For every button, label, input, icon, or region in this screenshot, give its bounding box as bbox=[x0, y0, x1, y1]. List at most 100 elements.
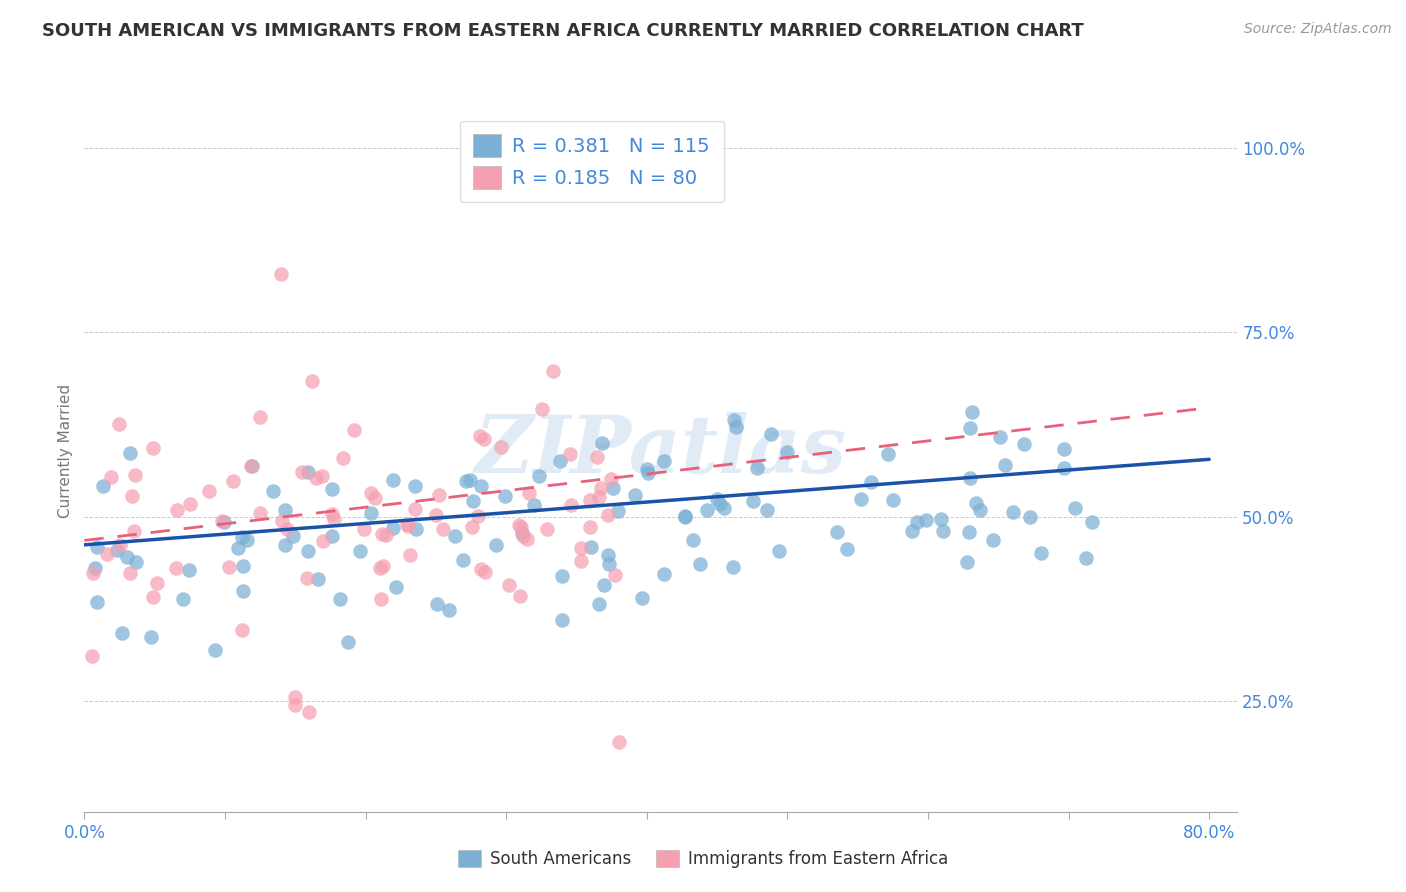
Point bbox=[82, 566, 104, 581]
Point bbox=[111, 626, 134, 640]
Point bbox=[270, 267, 292, 281]
Point bbox=[198, 484, 221, 499]
Point bbox=[432, 523, 454, 537]
Point bbox=[124, 467, 146, 482]
Point bbox=[96, 547, 118, 561]
Point bbox=[458, 473, 481, 487]
Point bbox=[118, 445, 141, 459]
Point bbox=[1081, 515, 1104, 529]
Point bbox=[121, 489, 143, 503]
Point bbox=[405, 522, 427, 536]
Point bbox=[696, 503, 718, 517]
Point bbox=[242, 459, 264, 474]
Point bbox=[673, 510, 696, 524]
Point bbox=[142, 590, 165, 604]
Legend: South Americans, Immigrants from Eastern Africa: South Americans, Immigrants from Eastern… bbox=[451, 843, 955, 875]
Point bbox=[607, 734, 630, 748]
Point bbox=[165, 561, 187, 575]
Point bbox=[603, 568, 626, 582]
Point bbox=[297, 465, 319, 479]
Point bbox=[108, 538, 131, 552]
Point bbox=[235, 533, 257, 547]
Point bbox=[211, 514, 233, 528]
Point bbox=[569, 541, 592, 555]
Point bbox=[1031, 546, 1053, 560]
Point bbox=[689, 557, 711, 571]
Point bbox=[301, 374, 323, 388]
Point bbox=[231, 530, 253, 544]
Point bbox=[591, 435, 613, 450]
Point bbox=[593, 578, 616, 592]
Point bbox=[709, 497, 731, 511]
Point bbox=[212, 516, 235, 530]
Point bbox=[468, 429, 491, 443]
Point bbox=[835, 541, 858, 556]
Point bbox=[249, 409, 271, 424]
Point bbox=[382, 521, 405, 535]
Point bbox=[652, 566, 675, 581]
Point bbox=[510, 525, 533, 540]
Point bbox=[761, 427, 783, 442]
Point bbox=[1012, 437, 1035, 451]
Point bbox=[494, 489, 516, 503]
Point bbox=[91, 479, 114, 493]
Point bbox=[304, 471, 326, 485]
Point bbox=[312, 533, 335, 548]
Point bbox=[531, 401, 554, 416]
Point bbox=[932, 524, 955, 538]
Point bbox=[427, 488, 450, 502]
Point bbox=[725, 420, 748, 434]
Point bbox=[541, 364, 564, 378]
Point bbox=[270, 514, 292, 528]
Point bbox=[551, 613, 574, 627]
Point bbox=[291, 466, 314, 480]
Point bbox=[321, 483, 343, 497]
Point bbox=[284, 690, 307, 705]
Point bbox=[120, 566, 142, 580]
Point bbox=[579, 520, 602, 534]
Point bbox=[1002, 506, 1025, 520]
Point bbox=[360, 506, 382, 520]
Point bbox=[509, 520, 531, 534]
Point bbox=[673, 508, 696, 523]
Point bbox=[100, 470, 122, 484]
Point bbox=[461, 519, 484, 533]
Point bbox=[901, 524, 924, 538]
Point bbox=[905, 515, 928, 529]
Point bbox=[84, 561, 107, 575]
Point bbox=[204, 643, 226, 657]
Point bbox=[232, 584, 254, 599]
Point bbox=[172, 591, 194, 606]
Point bbox=[682, 533, 704, 548]
Point bbox=[472, 432, 495, 446]
Point bbox=[723, 413, 745, 427]
Point bbox=[451, 553, 474, 567]
Point bbox=[768, 544, 790, 558]
Point bbox=[1064, 500, 1087, 515]
Point bbox=[321, 507, 343, 521]
Point bbox=[249, 506, 271, 520]
Point bbox=[637, 466, 659, 480]
Point bbox=[489, 440, 512, 454]
Point bbox=[86, 540, 108, 554]
Point bbox=[860, 475, 883, 489]
Point bbox=[139, 630, 162, 644]
Point bbox=[281, 529, 304, 543]
Point bbox=[470, 562, 492, 576]
Point bbox=[527, 468, 550, 483]
Point bbox=[371, 559, 394, 574]
Point bbox=[240, 458, 263, 473]
Point bbox=[454, 475, 477, 489]
Point bbox=[579, 541, 602, 555]
Point bbox=[385, 580, 408, 594]
Point bbox=[713, 501, 735, 516]
Point bbox=[914, 513, 936, 527]
Point bbox=[965, 496, 987, 510]
Point bbox=[485, 538, 508, 552]
Point bbox=[122, 524, 145, 539]
Point bbox=[307, 572, 329, 586]
Point bbox=[706, 492, 728, 507]
Text: ZIPatlas: ZIPatlas bbox=[475, 412, 846, 489]
Point bbox=[107, 417, 129, 432]
Point bbox=[284, 698, 307, 712]
